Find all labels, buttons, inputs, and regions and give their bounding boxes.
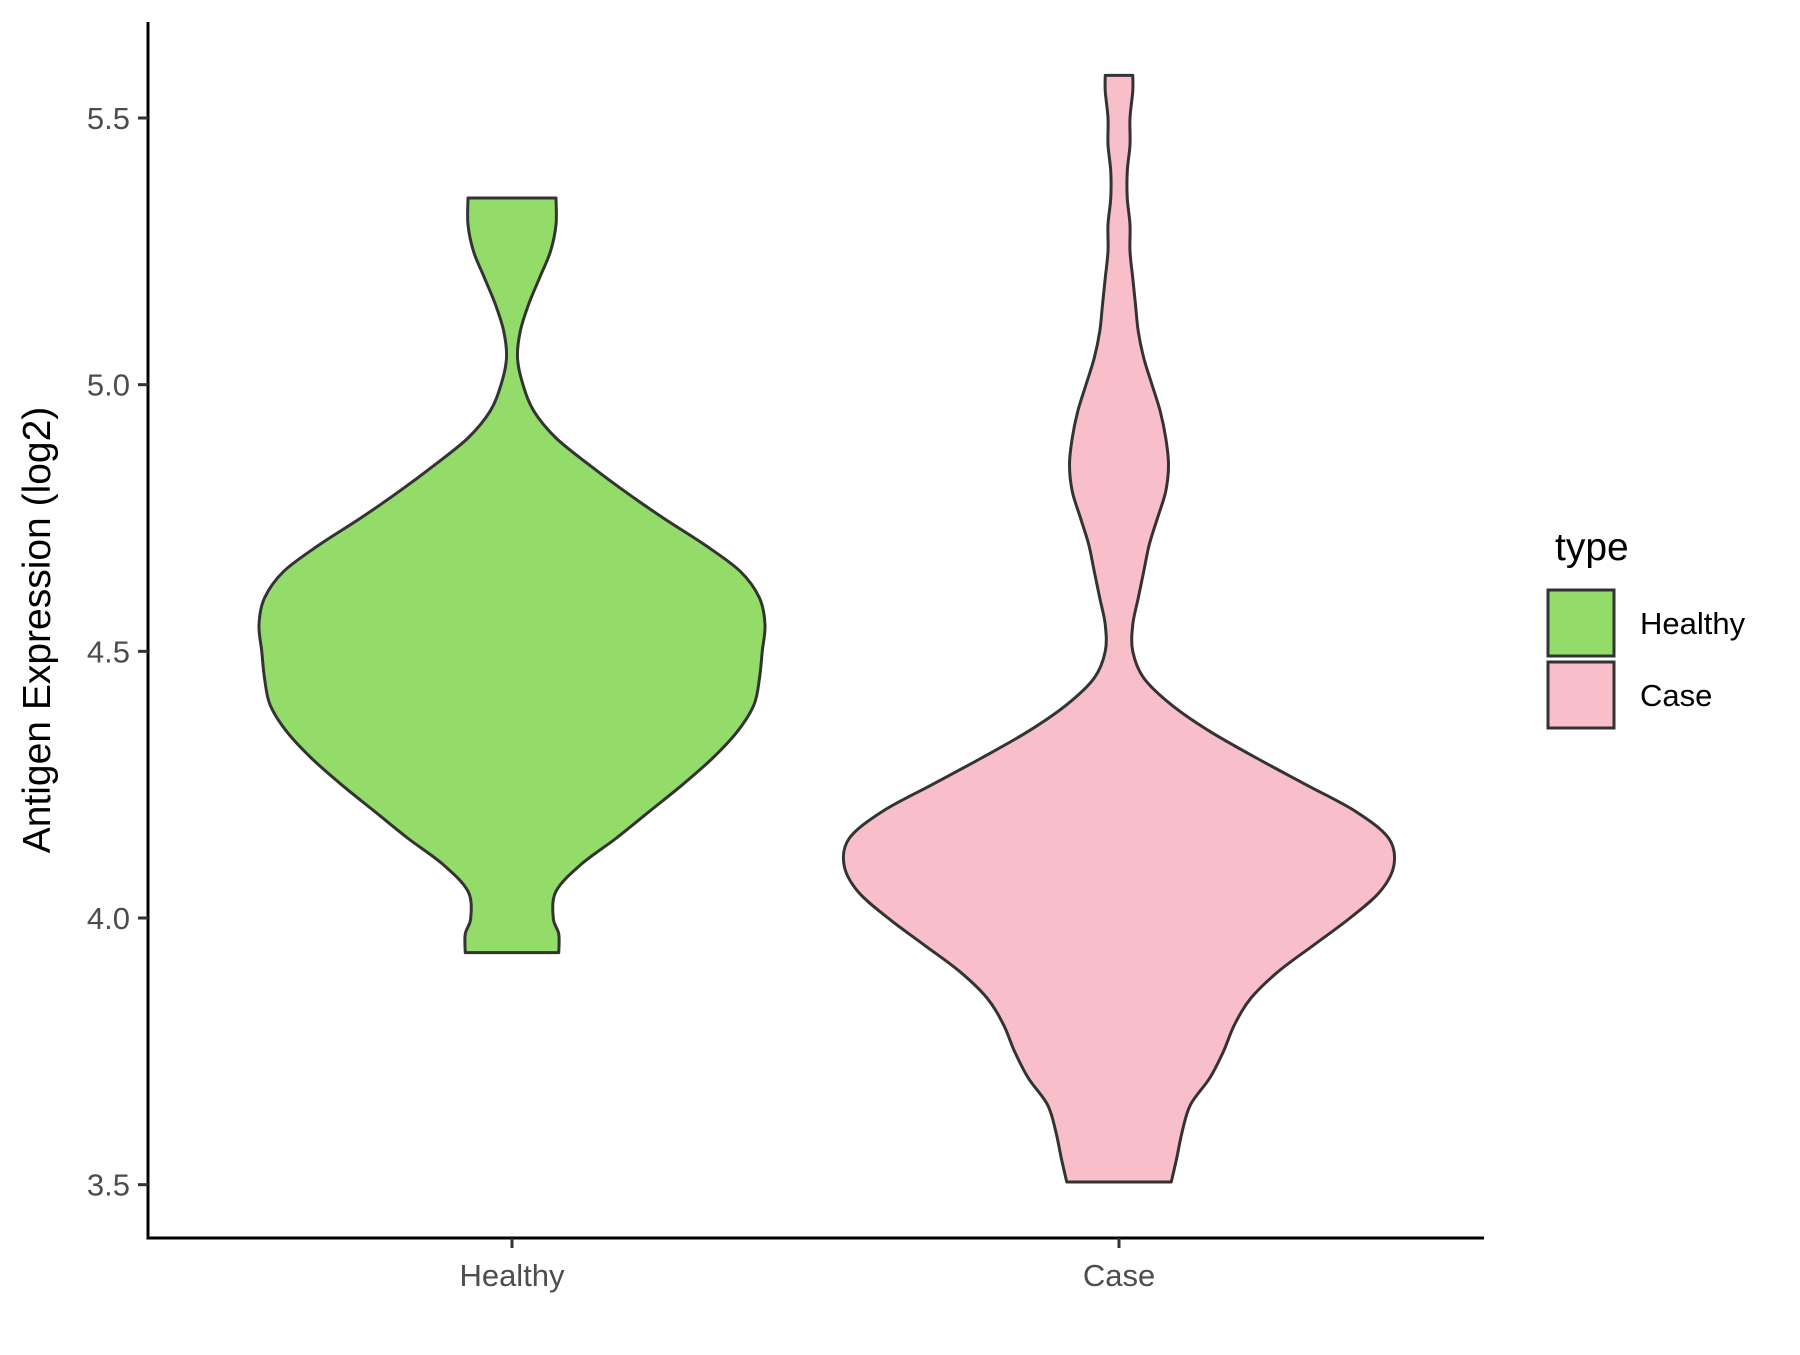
y-axis-title: Antigen Expression (log2): [16, 407, 59, 854]
violin-layer: [257, 73, 1397, 1184]
axes-layer: 3.5 4.0 4.5 5.0 5.5 Healthy Case: [87, 22, 1484, 1293]
legend: type Healthy Case: [1546, 526, 1746, 730]
y-tick-label: 4.5: [87, 634, 130, 669]
legend-label-healthy: Healthy: [1640, 606, 1746, 641]
y-tick-label: 5.0: [87, 368, 130, 403]
y-ticks: 3.5 4.0 4.5 5.0 5.5: [87, 101, 148, 1203]
legend-key-case: [1546, 660, 1616, 730]
violin-healthy: [257, 196, 767, 955]
x-ticks: Healthy Case: [459, 1238, 1155, 1293]
legend-title: type: [1555, 526, 1629, 569]
violin-case: [841, 73, 1397, 1184]
x-tick-label: Healthy: [459, 1258, 565, 1293]
y-tick-label: 3.5: [87, 1168, 130, 1203]
y-tick-label: 5.5: [87, 101, 130, 136]
x-tick-label: Case: [1083, 1258, 1155, 1293]
legend-key-healthy: [1546, 588, 1616, 658]
legend-label-case: Case: [1640, 678, 1712, 713]
y-tick-label: 4.0: [87, 901, 130, 936]
